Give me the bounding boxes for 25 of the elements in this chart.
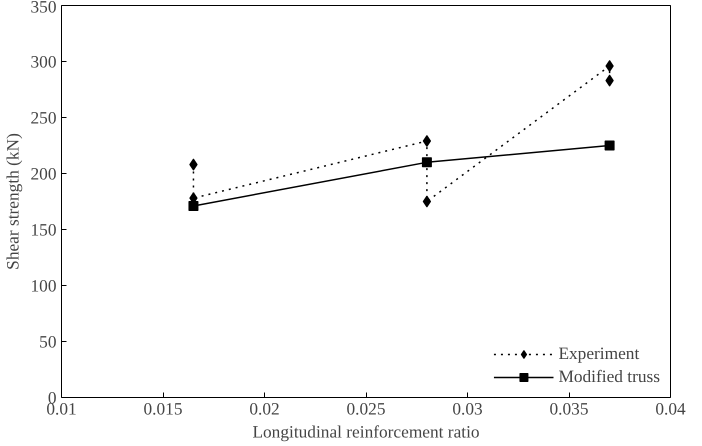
legend-label: Modified truss xyxy=(558,367,660,387)
x-tick-label: 0.035 xyxy=(550,400,589,418)
x-tick-label: 0.03 xyxy=(452,400,483,418)
point xyxy=(605,74,614,87)
y-tick-label: 350 xyxy=(30,0,57,16)
x-tick-label: 0.015 xyxy=(144,400,183,418)
point xyxy=(605,60,614,72)
legend-label: Experiment xyxy=(558,344,640,364)
x-tick-label: 0.025 xyxy=(346,400,386,418)
y-tick-label: 100 xyxy=(30,276,57,296)
y-axis-title: Shear strength (kN) xyxy=(4,132,23,270)
y-tick-label: 250 xyxy=(30,108,57,128)
y-tick-label: 300 xyxy=(30,52,57,72)
point xyxy=(422,157,432,168)
point xyxy=(189,158,198,171)
point xyxy=(422,135,432,148)
x-axis-title: Longitudinal reinforcement ratio xyxy=(252,422,480,442)
point xyxy=(422,196,432,208)
point xyxy=(604,140,615,150)
point xyxy=(188,200,198,211)
y-tick-label: 150 xyxy=(30,220,57,240)
y-tick-label: 200 xyxy=(30,164,57,184)
x-tick-label: 0.02 xyxy=(249,400,280,418)
y-tick-label: 50 xyxy=(39,332,56,352)
x-tick-label: 0.04 xyxy=(655,400,686,418)
